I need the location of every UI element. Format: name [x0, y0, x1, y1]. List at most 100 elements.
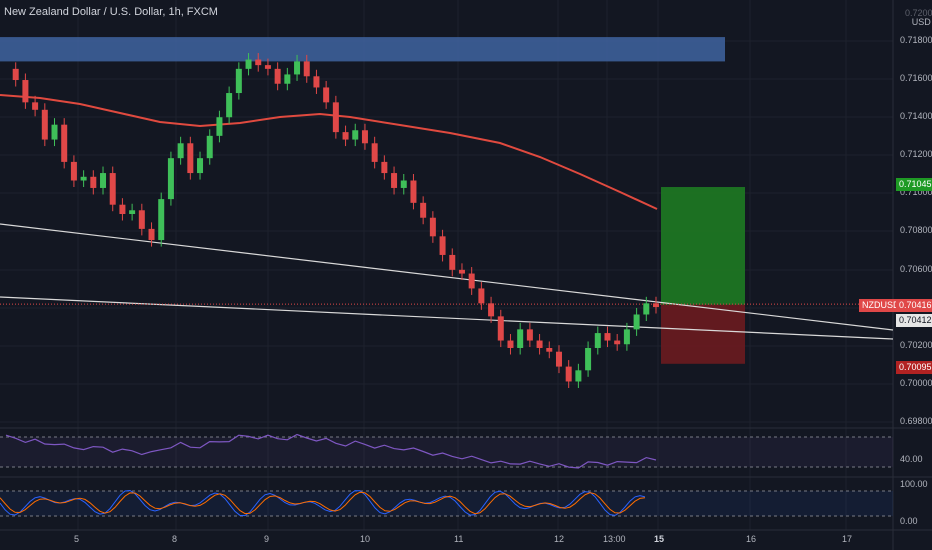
candle-body — [206, 135, 213, 159]
price-tick-label: 0.71600 — [900, 73, 932, 83]
candle-body — [41, 109, 48, 140]
candle-body — [109, 173, 116, 205]
candle-body — [119, 204, 126, 214]
candle-body — [51, 124, 58, 140]
candle-body — [90, 176, 97, 188]
candle-body — [138, 210, 145, 229]
candle-body — [468, 273, 475, 289]
candle-body — [575, 370, 582, 382]
take-profit-zone — [661, 187, 745, 305]
currency-label: 0.72000 USD — [905, 9, 932, 27]
candle-body — [313, 76, 320, 88]
candle-body — [361, 130, 368, 144]
candle-body — [410, 180, 417, 203]
time-tick-label: 10 — [360, 534, 371, 544]
candle-body — [352, 130, 359, 140]
candle-body — [148, 228, 155, 241]
candle-body — [555, 351, 562, 367]
candle-body — [604, 333, 611, 341]
candle-body — [507, 340, 514, 348]
rsi-axis-tick: 40.00 — [900, 454, 923, 464]
rsi-line — [5, 433, 657, 469]
candle-body — [517, 329, 524, 348]
target-price-tag: 0.71045 — [896, 178, 932, 191]
candle-body — [429, 217, 436, 237]
currency-unit: USD — [911, 17, 931, 27]
moving-average-line — [0, 94, 658, 210]
candle-body — [488, 303, 495, 317]
price-tick-label: 0.71800 — [900, 35, 932, 45]
candle-body — [332, 102, 339, 133]
candle-body — [167, 158, 174, 200]
stoch-band — [0, 491, 893, 516]
candle-body — [177, 143, 184, 159]
candle-body — [255, 59, 262, 66]
candle-body — [80, 176, 87, 181]
trendline-upper — [0, 223, 894, 331]
candle-body — [158, 199, 165, 241]
candle-body — [653, 303, 659, 308]
price-tick-label: 0.71200 — [900, 149, 932, 159]
entry-price-tag: 0.70412 — [896, 314, 932, 327]
time-tick-label: 8 — [172, 534, 178, 544]
time-tick-label: 11 — [454, 534, 464, 544]
candle-body — [61, 124, 68, 162]
candle-body — [420, 202, 427, 218]
candle-body — [129, 210, 136, 214]
candle-body — [32, 102, 39, 110]
symbol-name-tag: NZDUSD — [859, 299, 903, 312]
candle-body — [565, 366, 572, 382]
candle-body — [70, 161, 77, 181]
candle-body — [478, 288, 485, 304]
candle-body — [342, 132, 349, 140]
candle-body — [633, 314, 640, 330]
price-tick-label: 0.70000 — [900, 378, 932, 388]
candle-body — [303, 61, 310, 77]
stoch-axis-tick-low: 0.00 — [900, 516, 918, 526]
candle-body — [439, 236, 446, 255]
price-tick-label: 0.69800 — [900, 416, 932, 426]
price-tick-label: 0.70600 — [900, 264, 932, 274]
candle-body — [371, 143, 378, 162]
stop-loss-zone — [661, 304, 745, 364]
candle-body — [245, 59, 252, 69]
candle-body — [294, 61, 301, 75]
price-tick-label: 0.71000 — [900, 187, 932, 197]
time-tick-label: 9 — [264, 534, 270, 544]
candle-body — [546, 347, 553, 352]
candle-body — [187, 143, 194, 174]
candle-body — [585, 347, 592, 371]
stoch-d-line — [0, 491, 646, 515]
time-tick-label: 15 — [654, 534, 665, 544]
candle-body — [614, 340, 621, 345]
currency-top-tick: 0.72000 — [905, 8, 932, 18]
candle-body — [226, 93, 233, 118]
candle-body — [264, 65, 271, 69]
chart-title: New Zealand Dollar / U.S. Dollar, 1h, FX… — [4, 6, 218, 18]
candle-body — [400, 180, 407, 188]
candle-body — [497, 316, 504, 341]
time-tick-label: 12 — [554, 534, 565, 544]
candle-body — [526, 329, 533, 341]
candle-body — [536, 340, 543, 348]
candle-body — [623, 329, 630, 345]
time-tick-label: 17 — [842, 534, 853, 544]
candle-body — [449, 254, 456, 270]
candle-body — [594, 333, 601, 348]
candle-body — [216, 117, 223, 136]
candle-body — [381, 161, 388, 174]
price-tick-label: 0.70800 — [900, 225, 932, 235]
candle-body — [100, 173, 107, 188]
candle-body — [391, 173, 398, 188]
time-tick-label: 13:00 — [603, 534, 626, 544]
candle-body — [274, 68, 281, 84]
stoch-axis-tick-high: 100.00 — [900, 479, 928, 489]
candle-body — [643, 303, 650, 315]
price-tick-label: 0.71400 — [900, 111, 932, 121]
resistance-zone — [0, 37, 725, 62]
candle-body — [197, 158, 204, 174]
time-tick-label: 16 — [746, 534, 757, 544]
candle-body — [323, 87, 330, 103]
trendline-lower — [0, 296, 894, 340]
